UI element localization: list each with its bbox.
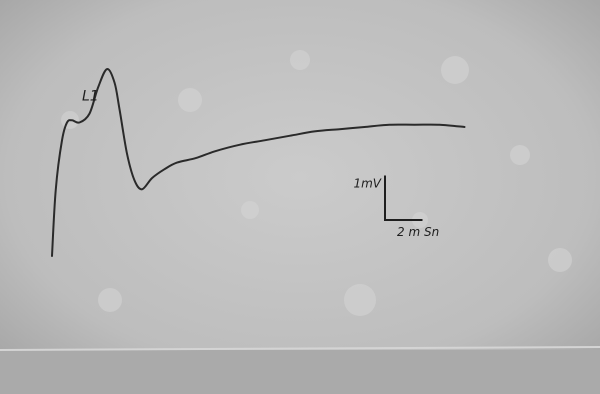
photo-bottom-band bbox=[0, 350, 600, 394]
photo-spot bbox=[441, 56, 469, 84]
photo-spot bbox=[178, 88, 202, 112]
photo-spot bbox=[548, 248, 572, 272]
waveform-trace bbox=[51, 68, 466, 257]
scale-bar-time-label: 2 m Sn bbox=[397, 225, 439, 239]
photo-spot bbox=[344, 284, 376, 316]
photo-spot bbox=[241, 201, 259, 219]
scale-bar-voltage-label: 1mV bbox=[353, 177, 381, 191]
photo-spot bbox=[510, 145, 530, 165]
photo-spot bbox=[98, 288, 122, 312]
scale-bar bbox=[384, 175, 423, 221]
photo-edge-line bbox=[0, 346, 600, 351]
photo-spot bbox=[290, 50, 310, 70]
annotation-l1: L1 bbox=[82, 88, 99, 104]
